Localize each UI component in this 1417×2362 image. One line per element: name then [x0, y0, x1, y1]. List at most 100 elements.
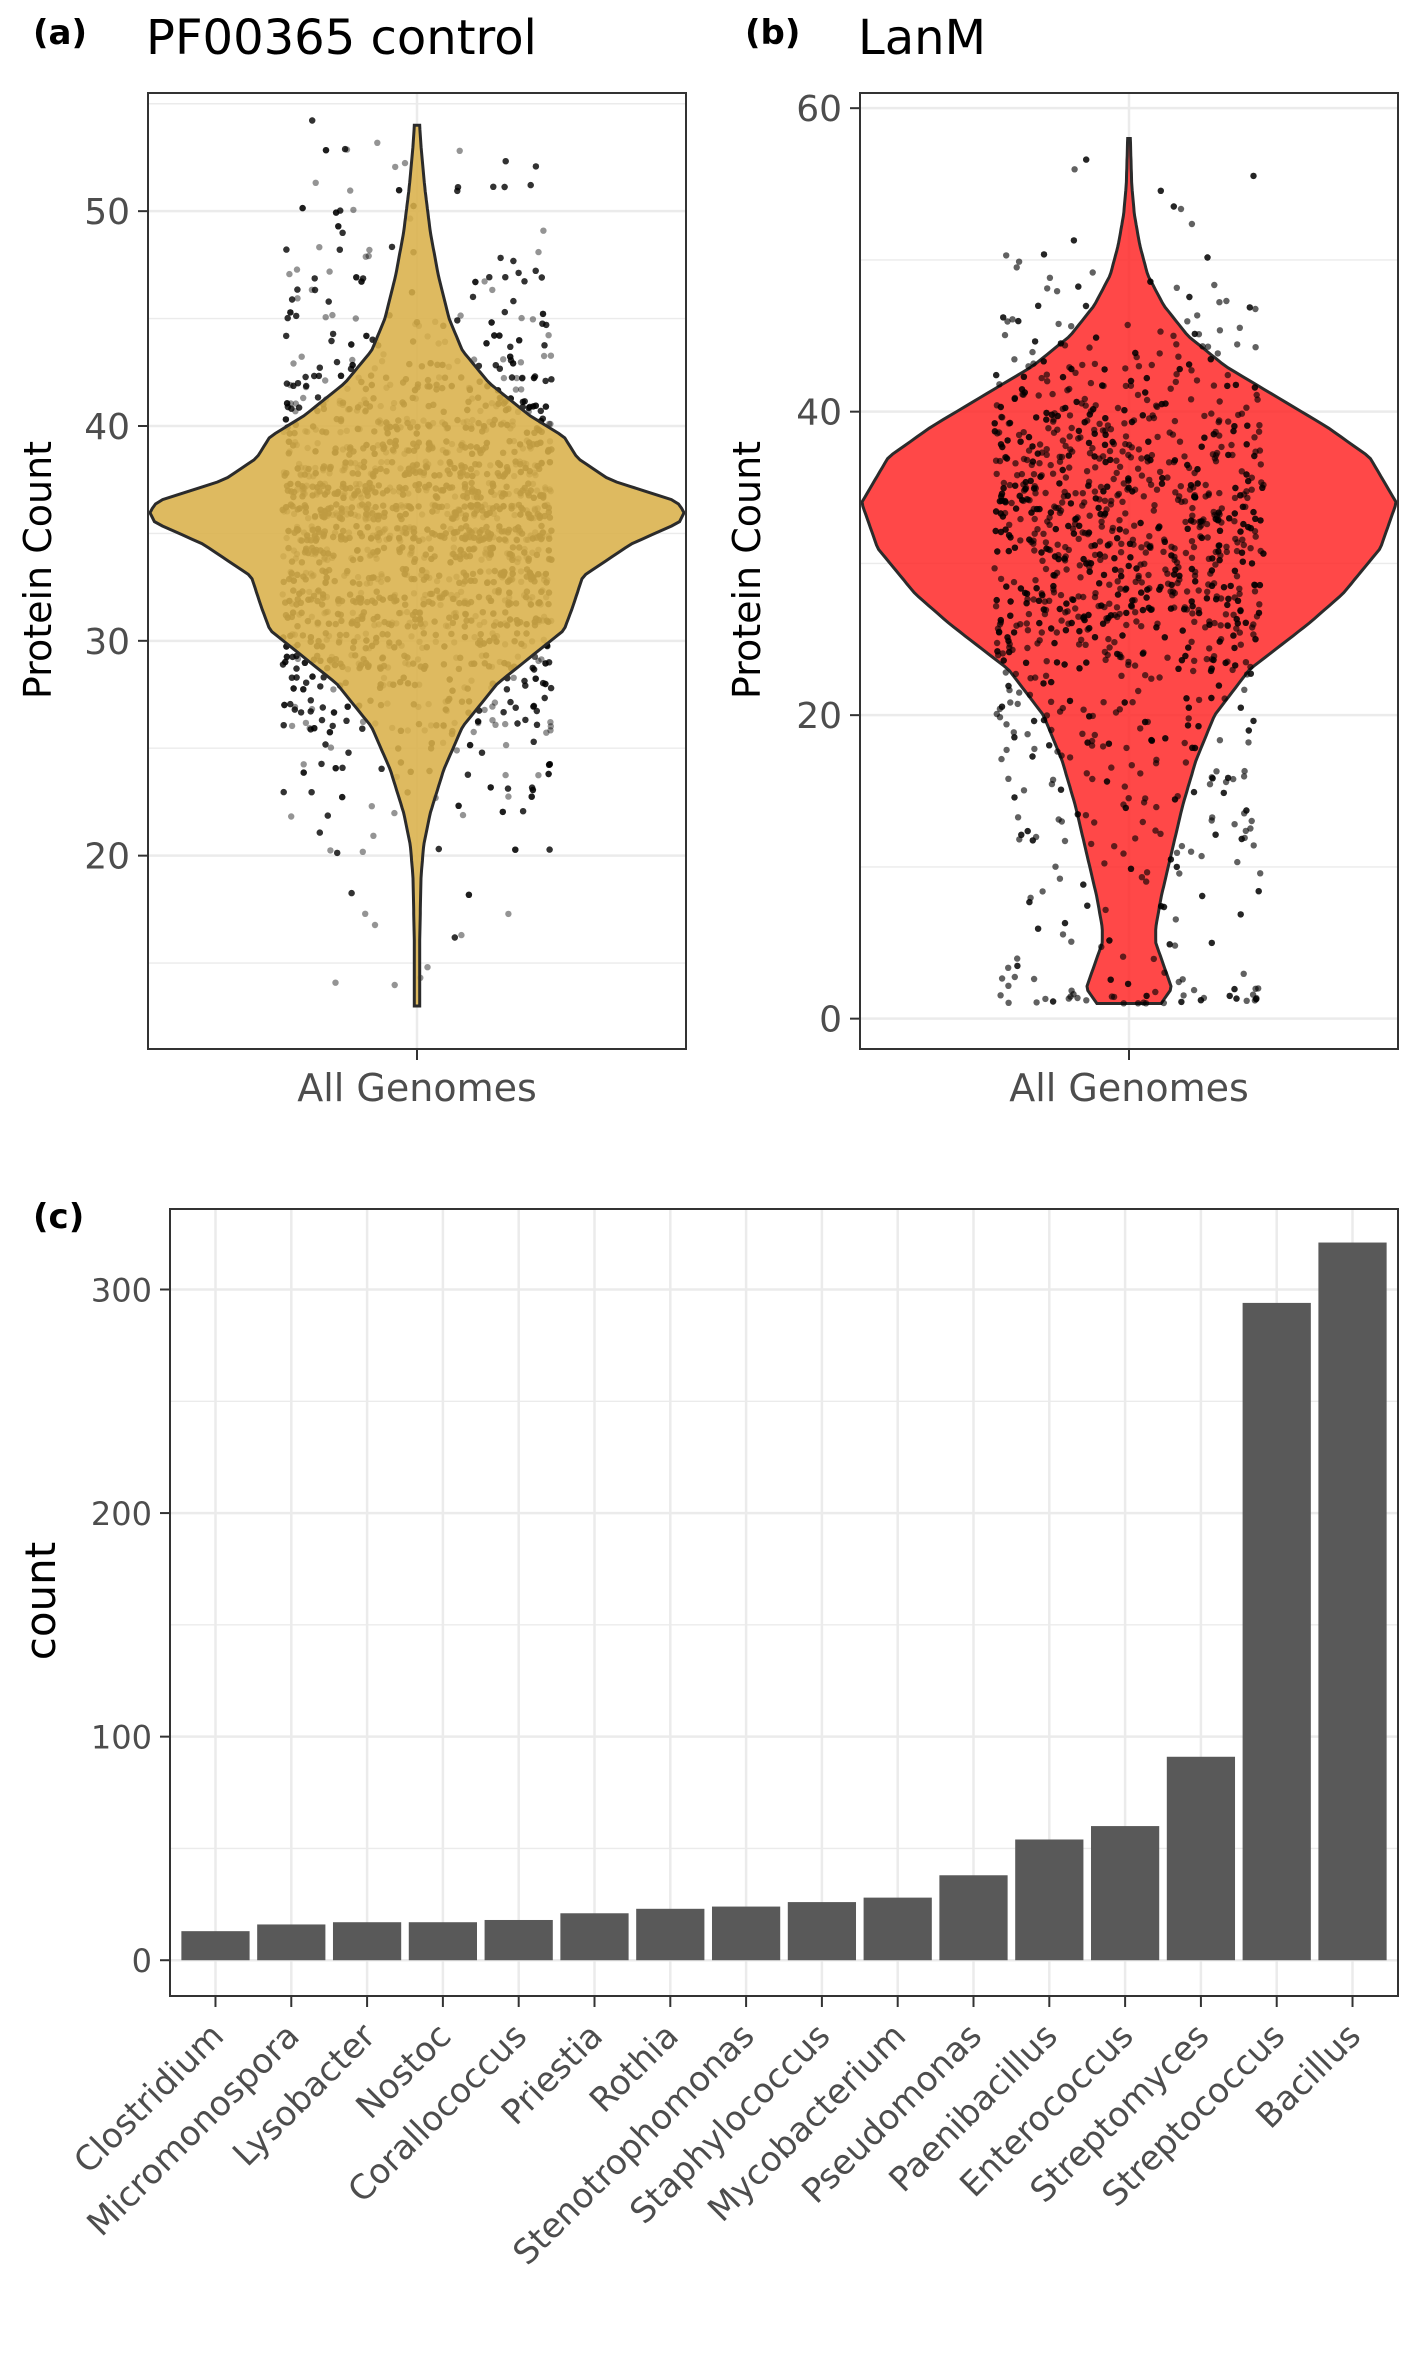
- a-data-point: [322, 741, 329, 748]
- a-data-point: [280, 788, 287, 796]
- b-data-point: [1082, 812, 1090, 819]
- a-data-point: [530, 374, 538, 382]
- a-data-point: [299, 204, 306, 212]
- b-data-point: [1188, 220, 1196, 228]
- b-data-point: [1145, 571, 1152, 579]
- a-data-point: [518, 314, 525, 322]
- a-data-point: [469, 293, 477, 301]
- a-data-point: [349, 356, 356, 364]
- a-data-point: [539, 320, 546, 327]
- b-data-point: [1086, 450, 1094, 457]
- a-data-point: [527, 181, 534, 189]
- a-data-point: [337, 372, 345, 379]
- a-data-point: [319, 704, 326, 711]
- a-data-point: [530, 702, 538, 710]
- a-data-point: [478, 749, 486, 756]
- a-data-point: [490, 183, 497, 190]
- b-data-point: [1223, 297, 1230, 305]
- a-data-point: [332, 209, 340, 216]
- panel-a-y-axis-title: Protein Count: [16, 441, 60, 699]
- a-data-point: [307, 708, 314, 715]
- a-data-point: [283, 246, 290, 253]
- a-data-point: [519, 808, 527, 815]
- a-data-point: [539, 679, 547, 687]
- b-data-point: [1216, 299, 1223, 306]
- a-data-point: [537, 407, 544, 415]
- a-data-point: [358, 278, 365, 285]
- a-data-point: [284, 403, 292, 411]
- a-data-point: [533, 721, 541, 728]
- a-data-point: [542, 660, 549, 667]
- a-data-point: [454, 184, 462, 191]
- a-data-point: [530, 403, 537, 410]
- a-data-point: [522, 682, 529, 689]
- a-data-point: [287, 309, 294, 316]
- a-data-point: [539, 679, 547, 687]
- a-data-point: [542, 403, 550, 410]
- a-y-tick-label: 20: [84, 837, 130, 878]
- b-data-point: [1230, 775, 1237, 783]
- a-data-point: [287, 309, 294, 316]
- a-data-point: [307, 697, 314, 704]
- b-data-point: [1142, 795, 1149, 802]
- a-data-point: [521, 278, 528, 285]
- a-data-point: [501, 308, 508, 316]
- b-data-point: [1109, 527, 1116, 535]
- a-data-point: [530, 738, 537, 745]
- a-data-point: [332, 765, 339, 772]
- a-data-point: [348, 341, 355, 348]
- a-data-point: [287, 309, 294, 316]
- a-data-point: [359, 275, 367, 282]
- panel-a-tag: (a): [33, 13, 87, 53]
- a-data-point: [508, 374, 516, 381]
- b-data-point: [1079, 361, 1086, 369]
- a-data-point: [531, 373, 539, 380]
- b-data-point: [1190, 543, 1198, 551]
- a-data-point: [325, 298, 332, 305]
- a-data-point: [292, 408, 299, 415]
- b-data-point: [1151, 502, 1158, 509]
- a-data-point: [548, 376, 555, 383]
- a-data-point: [548, 376, 555, 383]
- a-data-point: [519, 808, 527, 815]
- a-data-point: [395, 187, 403, 194]
- b-data-point: [1088, 840, 1095, 848]
- b-data-point: [993, 470, 1000, 478]
- a-data-point: [332, 209, 340, 216]
- a-data-point: [533, 707, 540, 715]
- b-data-point: [1058, 752, 1065, 759]
- b-data-point: [1153, 803, 1160, 811]
- b-data-point: [1003, 721, 1010, 728]
- b-data-point: [1082, 641, 1089, 648]
- a-data-point: [308, 789, 315, 796]
- b-data-point: [1173, 284, 1181, 291]
- b-data-point: [1003, 252, 1010, 259]
- a-data-point: [504, 785, 512, 792]
- a-data-point: [337, 207, 344, 214]
- a-data-point: [451, 934, 458, 941]
- a-data-point: [532, 675, 539, 682]
- a-data-point: [316, 364, 323, 371]
- a-data-point: [388, 243, 396, 251]
- a-data-point: [294, 286, 301, 293]
- a-data-point: [290, 360, 297, 367]
- a-data-point: [287, 400, 294, 407]
- b-data-point: [1134, 465, 1142, 472]
- a-data-point: [501, 308, 508, 316]
- a-data-point: [282, 416, 290, 423]
- a-data-point: [308, 789, 315, 796]
- a-data-point: [330, 709, 338, 716]
- a-data-point: [283, 400, 291, 407]
- a-data-point: [288, 296, 296, 303]
- a-data-point: [488, 319, 495, 326]
- a-data-point: [503, 686, 511, 693]
- b-data-point: [1241, 767, 1248, 775]
- b-data-point: [1102, 906, 1109, 914]
- a-data-point: [335, 223, 342, 230]
- a-data-point: [284, 403, 292, 411]
- b-data-point: [1160, 999, 1168, 1007]
- a-data-point: [327, 744, 335, 751]
- a-data-point: [287, 700, 294, 708]
- a-data-point: [312, 179, 319, 186]
- b-data-point: [1153, 486, 1161, 493]
